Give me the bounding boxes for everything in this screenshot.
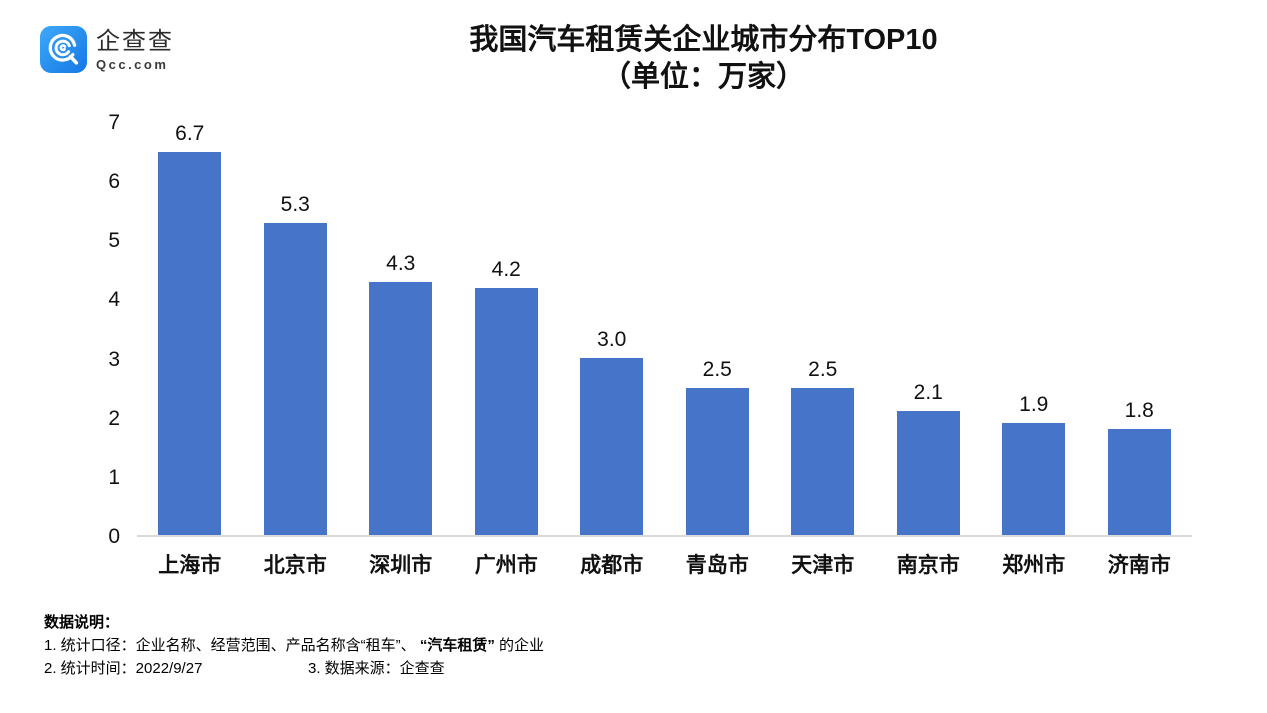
x-axis-label: 成都市 (580, 554, 644, 577)
x-axis-labels: 上海市 北京市 深圳市 广州市 成都市 青岛市 天津市 南京市 郑州市 济南市 (137, 549, 1192, 579)
qcc-logo: 企查查 Qcc.com (40, 26, 174, 73)
bar-value-label: 5.3 (280, 193, 310, 217)
x-axis-label: 深圳市 (369, 554, 433, 577)
footer-note-2-time: 2. 统计时间：2022/9/27 (44, 660, 203, 677)
bar (263, 223, 327, 535)
bar-value-label: 1.8 (1124, 399, 1154, 423)
bar-column: 3.0 (559, 123, 665, 535)
bar (791, 387, 855, 535)
bar-column: 2.5 (665, 123, 771, 535)
bar-column: 4.3 (348, 123, 454, 535)
x-axis-label: 济南市 (1107, 554, 1171, 577)
bar-value-label: 4.3 (386, 251, 416, 275)
bar-value-label: 6.7 (175, 122, 205, 145)
bar (580, 358, 644, 535)
bar-column: 6.7 (137, 123, 243, 535)
bar-value-label: 4.2 (491, 257, 521, 281)
bar-column: 1.9 (981, 123, 1087, 535)
bar-chart-plot: 6.7 5.3 4.3 4.2 3.0 2.5 2.5 2.1 1.9 1.8 (137, 123, 1192, 537)
footer-note-1-prefix: 1. 统计口径：企业名称、经营范围、产品名称含“租车”、 (44, 637, 420, 654)
qcc-logo-text: 企查查 Qcc.com (96, 28, 174, 73)
bar (685, 387, 749, 535)
bar (474, 287, 538, 535)
chart-title-unit: （单位：万家） (601, 61, 805, 93)
footer-note-1: 1. 统计口径：企业名称、经营范围、产品名称含“租车”、 “汽车租赁” 的企业 (44, 634, 544, 657)
bar (369, 281, 433, 535)
bar-value-label: 3.0 (597, 328, 627, 352)
footer-note-1-highlight: “汽车租赁” (419, 637, 495, 654)
x-axis-label: 上海市 (158, 554, 222, 577)
footer-note-1-suffix: 的企业 (494, 637, 545, 654)
x-axis-label: 青岛市 (685, 554, 749, 577)
x-axis-label: 广州市 (474, 554, 538, 577)
bar-column: 2.5 (770, 123, 876, 535)
bar-value-label: 2.5 (808, 357, 838, 381)
y-axis-tick: 5 (108, 229, 120, 253)
bar-value-label: 2.1 (913, 381, 943, 405)
bar-column: 4.2 (454, 123, 560, 535)
bar-column: 1.8 (1087, 123, 1193, 535)
y-axis-ticks: 7 6 5 4 3 2 1 0 (70, 111, 120, 548)
bar (1002, 423, 1066, 535)
bar (158, 152, 222, 535)
y-axis-tick: 4 (108, 288, 120, 312)
footer-note-2-source: 3. 数据来源：企查查 (308, 660, 445, 677)
y-axis-tick: 7 (108, 111, 120, 134)
x-axis-label: 南京市 (896, 554, 960, 577)
y-axis-tick: 1 (108, 465, 120, 489)
y-axis-tick: 6 (108, 170, 120, 194)
bar-value-label: 2.5 (702, 357, 732, 381)
chart-title: 我国汽车租赁关企业城市分布TOP10 （单位：万家） (140, 22, 1267, 96)
x-axis-label: 天津市 (791, 554, 855, 577)
logo-domain: Qcc.com (96, 57, 169, 72)
bar-column: 5.3 (243, 123, 349, 535)
qcc-logo-icon (40, 26, 87, 73)
bar-value-label: 1.9 (1019, 393, 1049, 417)
bar-column: 2.1 (876, 123, 982, 535)
y-axis-tick: 0 (108, 525, 120, 548)
x-axis-label: 北京市 (263, 554, 327, 577)
bar (896, 411, 960, 535)
footer-notes: 数据说明： 1. 统计口径：企业名称、经营范围、产品名称含“租车”、 “汽车租赁… (44, 611, 544, 680)
chart-title-line1: 我国汽车租赁关企业城市分布TOP10 (469, 24, 938, 56)
footer-note-2: 2. 统计时间：2022/9/27 3. 数据来源：企查查 (44, 657, 544, 680)
y-axis-tick: 2 (108, 406, 120, 430)
y-axis-tick: 3 (108, 347, 120, 371)
bar (1107, 429, 1171, 535)
x-axis-label: 郑州市 (1002, 554, 1066, 577)
logo-name: 企查查 (96, 28, 174, 55)
footer-heading: 数据说明： (44, 614, 120, 631)
